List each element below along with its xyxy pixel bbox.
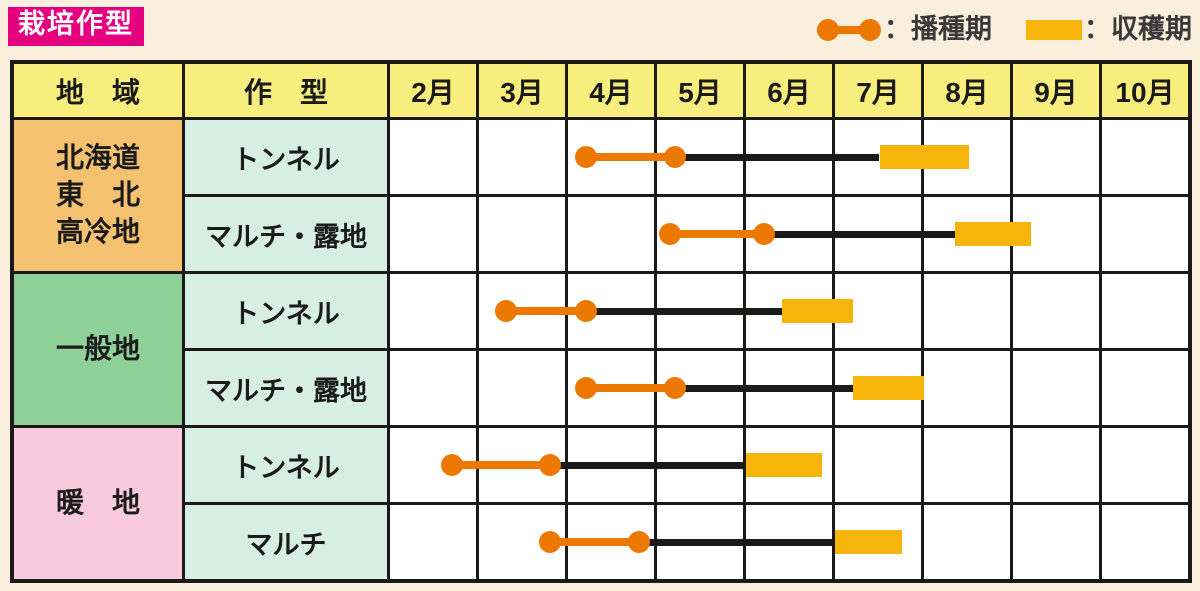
month-header-oct: 10月 [1102,64,1188,117]
type-cell-row4: マルチ・露地 [185,351,387,425]
cultivation-table: 地 域 作 型 2月 3月 4月 5月 6月 7月 8月 9月 10月 北海道 … [10,60,1192,583]
month-grid-cell [924,120,1010,194]
type-cell-row6: マルチ [185,505,387,579]
month-grid-cell [390,274,476,348]
month-grid-cell [479,428,565,502]
type-cell-row3: トンネル [185,274,387,348]
month-grid-cell [1013,120,1099,194]
region-column-header: 地 域 [14,64,182,117]
month-grid-cell [390,428,476,502]
month-grid-cell [390,120,476,194]
month-grid-cell [1013,274,1099,348]
month-grid-cell [568,120,654,194]
month-grid-cell [390,197,476,271]
month-grid-cell [1102,197,1188,271]
month-grid-cell [746,120,832,194]
legend-item-harvest: ：収穫期 [1026,16,1192,43]
sowing-period-icon [817,18,881,41]
month-grid-cell [746,351,832,425]
month-header-feb: 2月 [390,64,476,117]
legend: ：播種期 ：収穫期 [816,16,1192,43]
type-cell-row1: トンネル [185,120,387,194]
month-header-jun: 6月 [746,64,832,117]
month-grid-cell [746,197,832,271]
harvest-period-icon [1026,19,1082,40]
type-cell-row2: マルチ・露地 [185,197,387,271]
region-cell-ippanchi: 一般地 [14,274,182,425]
month-grid-cell [1102,351,1188,425]
month-grid-cell [657,274,743,348]
legend-label-sowing: ：播種期 [884,14,992,44]
month-grid-cell [746,274,832,348]
month-grid-cell [568,274,654,348]
month-grid-cell [924,274,1010,348]
month-grid-cell [1013,197,1099,271]
month-header-apr: 4月 [568,64,654,117]
month-grid-cell [924,505,1010,579]
month-grid-cell [835,120,921,194]
month-grid-cell [835,197,921,271]
month-grid-cell [479,351,565,425]
month-grid-cell [657,120,743,194]
month-grid-cell [1102,120,1188,194]
month-grid-cell [479,120,565,194]
month-grid-cell [924,197,1010,271]
page-title: 栽培作型 [8,7,144,46]
month-grid-cell [390,505,476,579]
month-grid-cell [568,505,654,579]
month-grid-cell [657,428,743,502]
month-grid-cell [1102,428,1188,502]
month-grid-cell [479,505,565,579]
month-grid-cell [746,505,832,579]
month-grid-cell [924,351,1010,425]
month-grid-cell [835,505,921,579]
type-column-header: 作 型 [185,64,387,117]
month-grid-cell [835,351,921,425]
month-header-sep: 9月 [1013,64,1099,117]
month-grid-cell [1102,274,1188,348]
month-grid-cell [657,197,743,271]
month-grid-cell [657,351,743,425]
month-grid-cell [835,428,921,502]
month-header-may: 5月 [657,64,743,117]
month-grid-cell [1102,505,1188,579]
month-grid-cell [835,274,921,348]
month-grid-cell [479,274,565,348]
type-cell-row5: トンネル [185,428,387,502]
month-grid-cell [746,428,832,502]
month-grid-cell [924,428,1010,502]
month-grid-cell [479,197,565,271]
month-grid-cell [568,351,654,425]
region-cell-danchi: 暖 地 [14,428,182,579]
month-grid-cell [568,197,654,271]
month-header-mar: 3月 [479,64,565,117]
month-grid-cell [1013,351,1099,425]
legend-label-harvest: ：収穫期 [1084,14,1192,44]
region-cell-hokkaido-tohoku-koreichi: 北海道 東 北 高冷地 [14,120,182,271]
month-grid-cell [1013,505,1099,579]
month-header-aug: 8月 [924,64,1010,117]
month-header-jul: 7月 [835,64,921,117]
month-grid-cell [568,428,654,502]
legend-item-sowing: ：播種期 [816,16,992,43]
month-grid-cell [657,505,743,579]
month-grid-cell [1013,428,1099,502]
month-grid-cell [390,351,476,425]
